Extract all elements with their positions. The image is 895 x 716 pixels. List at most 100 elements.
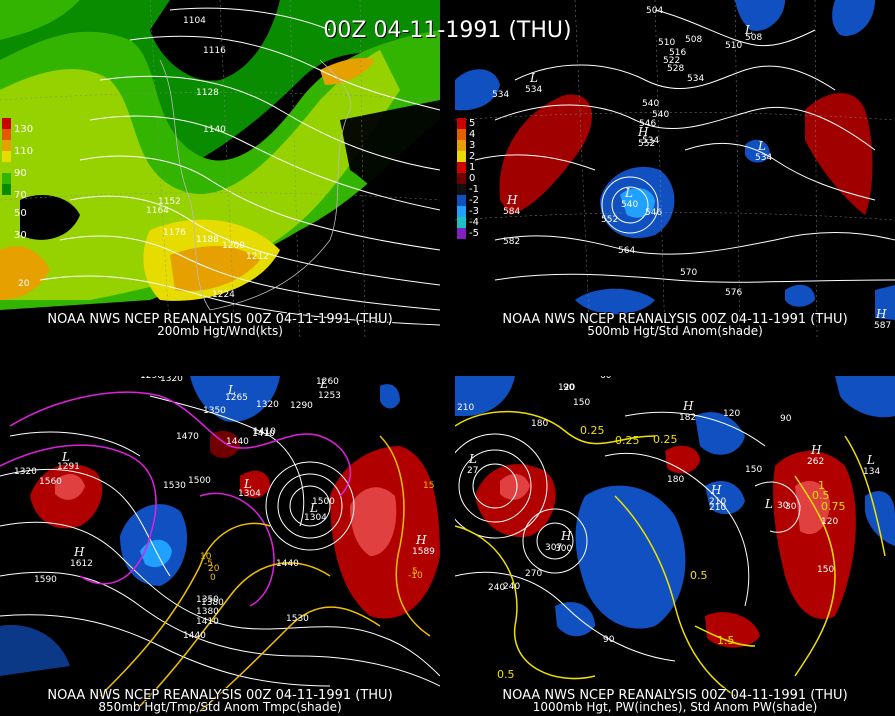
contour-label: 516 xyxy=(669,48,686,58)
contour-label: 60 xyxy=(600,376,612,381)
contour-label: 210 xyxy=(709,503,726,513)
caption-title: NOAA NWS NCEP REANALYSIS 00Z 04-11-1991 … xyxy=(47,312,393,327)
contour-label: 1152 xyxy=(158,197,181,207)
contour-label: 1320 xyxy=(14,467,37,477)
contour-label: 1380 xyxy=(201,598,224,608)
pw-label: 0.25 xyxy=(653,433,678,446)
contour-label: 150 xyxy=(573,398,590,408)
legend-label: 110 xyxy=(14,146,34,157)
temp-label: 0 xyxy=(210,573,216,583)
contour-label: 546 xyxy=(645,208,662,218)
contour-label: 90 xyxy=(603,635,615,645)
low-center: L xyxy=(309,501,318,515)
caption-title: NOAA NWS NCEP REANALYSIS 00Z 04-11-1991 … xyxy=(502,688,848,703)
contour-label: 240 xyxy=(488,583,505,593)
contour-label: 60 xyxy=(821,376,833,379)
contour-label: 300 xyxy=(555,544,572,554)
main-title: 00Z 04-11-1991 (THU) xyxy=(323,18,572,43)
contour-labels-1000mb: 60 90 120 150 180 210 240 270 300 60 90 … xyxy=(457,376,838,645)
temp-label: -10 xyxy=(408,571,423,581)
temp-labels-850mb: -10 -5 0 5 10 15 20 xyxy=(200,481,434,583)
contour-label: 540 xyxy=(652,110,669,120)
legend-label: -4 xyxy=(469,217,479,228)
contour-label: 1320 xyxy=(256,400,279,410)
contour-label: 1290 xyxy=(290,401,313,411)
panel-1000mb: 60 90 120 150 180 210 240 270 300 60 90 … xyxy=(455,376,895,716)
contour-label: 508 xyxy=(685,35,702,45)
legend-500mb: 5 4 3 2 1 0 -1 -2 -3 -4 -5 xyxy=(457,118,479,239)
contour-label: 20 xyxy=(18,279,30,289)
center-value: 1291 xyxy=(57,462,80,472)
contour-label: 1590 xyxy=(34,575,57,585)
contour-label: 540 xyxy=(642,99,659,109)
contour-label: 1440 xyxy=(276,559,299,569)
low-center: L xyxy=(319,377,328,391)
panel-500mb: 504 510 516 522 528 534 540 546 552 564 … xyxy=(455,0,895,340)
center-value: 134 xyxy=(863,467,880,477)
caption-title: NOAA NWS NCEP REANALYSIS 00Z 04-11-1991 … xyxy=(502,312,848,327)
temp-label: 10 xyxy=(200,552,212,562)
low-center: L xyxy=(866,453,875,467)
pw-label: 0.5 xyxy=(497,668,515,681)
contour-label: 534 xyxy=(642,136,659,146)
contour-label: 582 xyxy=(503,237,520,247)
center-value: 584 xyxy=(503,207,520,217)
pressure-centers-500mb: L 534 L 508 H 552 L 540 L 534 H 584 H 58… xyxy=(503,23,891,331)
contour-label: 1116 xyxy=(203,46,226,56)
high-center: H xyxy=(810,443,822,457)
pw-label: 0.5 xyxy=(690,569,708,582)
contour-label: 1350 xyxy=(196,595,219,605)
center-value: 182 xyxy=(679,413,696,423)
center-value: 307 xyxy=(545,543,562,553)
low-center: L xyxy=(757,139,766,153)
legend-label: 70 xyxy=(14,190,27,201)
contour-label: 564 xyxy=(618,246,635,256)
contour-label: 1470 xyxy=(176,432,199,442)
contour-label: 576 xyxy=(725,288,742,298)
contour-labels-200mb: 1104 1116 1128 1140 1152 1164 1176 1188 … xyxy=(18,16,269,300)
center-value: 534 xyxy=(755,153,772,163)
panel-850mb: 1290 1320 1350 1380 1410 1440 1470 1500 … xyxy=(0,376,440,716)
temp-label: 15 xyxy=(423,481,434,491)
high-center: H xyxy=(560,529,572,543)
contour-label: 528 xyxy=(667,64,684,74)
contour-labels-850mb: 1290 1320 1350 1380 1410 1440 1470 1500 … xyxy=(14,376,339,641)
center-value: 508 xyxy=(745,33,762,43)
contour-label: 1176 xyxy=(163,228,186,238)
high-center: H xyxy=(73,545,85,559)
pw-label: 0.5 xyxy=(812,489,830,502)
legend-label: 5 xyxy=(469,118,476,129)
contour-label: 270 xyxy=(525,569,542,579)
contour-label: 90 xyxy=(780,414,792,424)
center-value: 1304 xyxy=(304,513,327,523)
contour-label: 180 xyxy=(531,419,548,429)
contour-label: 1560 xyxy=(39,477,62,487)
legend-label: 90 xyxy=(14,168,27,179)
legend-label: 4 xyxy=(469,129,476,140)
contour-label: 1410 xyxy=(196,617,219,627)
contour-label: 522 xyxy=(663,56,680,66)
contour-label: 1500 xyxy=(312,497,335,507)
contour-label: 504 xyxy=(646,6,663,16)
low-center: L xyxy=(764,497,773,511)
contour-label: 1224 xyxy=(212,290,235,300)
contour-label: 1212 xyxy=(246,252,269,262)
contour-label: 180 xyxy=(667,475,684,485)
contour-label: 1410 xyxy=(253,427,276,437)
legend-label: 130 xyxy=(14,124,34,135)
contour-label: 210 xyxy=(457,403,474,413)
contour-label: 1188 xyxy=(196,235,219,245)
legend-label: 50 xyxy=(14,208,27,219)
legend-label: 30 xyxy=(14,230,27,241)
contour-label: 1440 xyxy=(183,631,206,641)
legend-200mb: 130 110 90 70 50 30 xyxy=(2,118,33,241)
center-value: 540 xyxy=(621,200,638,210)
contour-label: 534 xyxy=(492,90,509,100)
caption-field: 850mb Hgt/Tmp/Std Anom Tmpc(shade) xyxy=(98,700,342,714)
pw-labels-1000mb: 0.25 0.25 0.25 0.5 0.5 0.75 1 1.5 0.5 xyxy=(497,424,846,681)
pw-label: 0.25 xyxy=(615,434,640,447)
pw-label: 0.75 xyxy=(821,500,846,513)
map-1000mb: 60 90 120 150 180 210 240 270 300 60 90 … xyxy=(455,376,895,716)
center-value: 1612 xyxy=(70,559,93,569)
center-value: 210 xyxy=(709,497,726,507)
